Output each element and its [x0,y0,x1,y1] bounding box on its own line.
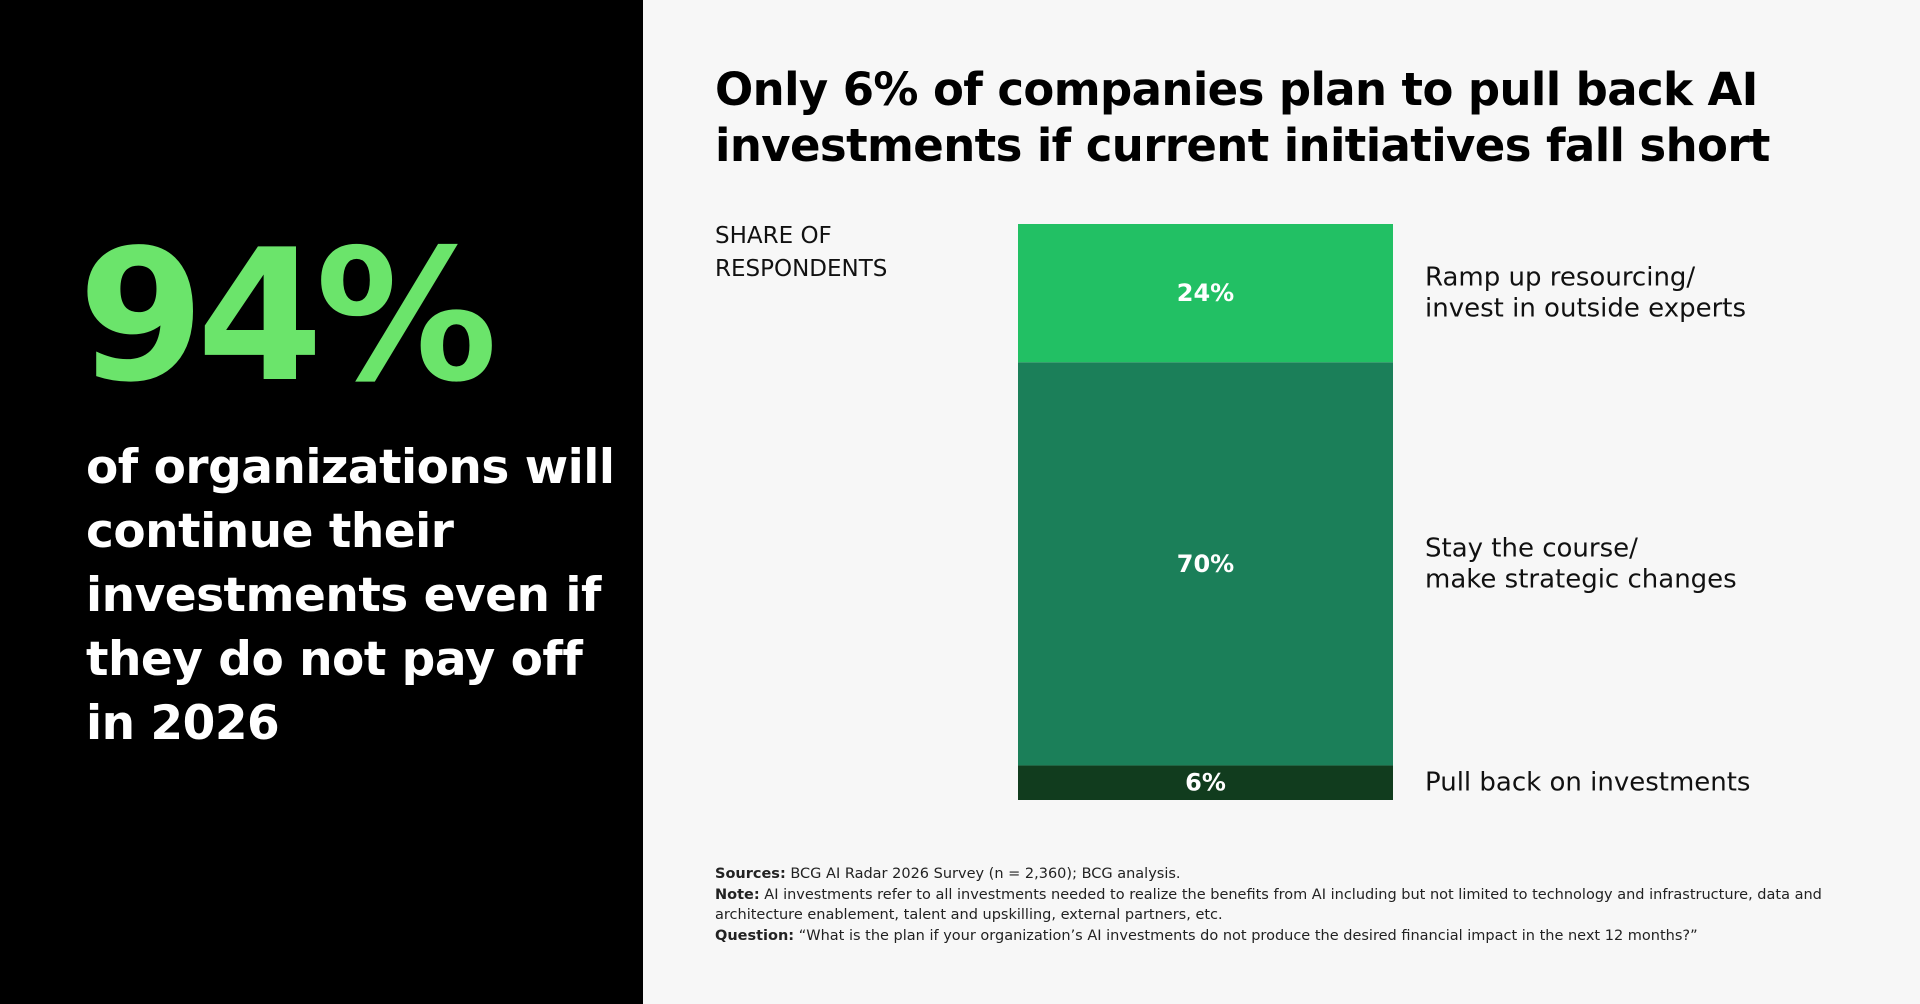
segment-category-label-1: Stay the course/make strategic changes [1425,533,1737,594]
sources-text: BCG AI Radar 2026 Survey (n = 2,360); BC… [785,866,1181,882]
stacked-bar-chart: 6% Pull back on investments 70% Stay the co… [1018,224,1750,800]
data-label-2: 24% [1177,279,1234,307]
bar-segment-0 [1018,765,1393,800]
bar-segment-1 [1018,362,1393,766]
note-label: Note: [715,886,760,903]
data-label-1: 70% [1177,550,1234,578]
data-label-0: 6% [1185,769,1226,797]
segment-category-label-0: Pull back on investments [1425,768,1750,798]
sources-label: Sources: [715,866,786,882]
bar-segment-2 [1018,224,1393,363]
sources-line: Sources: BCG AI Radar 2026 Survey (n = 2… [715,864,1835,885]
question-line: Question: “What is the plan if your orga… [715,926,1835,947]
note-line: Note: AI investments refer to all invest… [715,885,1835,926]
note-text: AI investments refer to all investments … [715,886,1822,924]
segment-category-label-2: Ramp up resourcing/invest in outside exp… [1425,263,1746,324]
chart-panel: Only 6% of companies plan to pull back A… [643,0,1920,1004]
y-axis-label: SHARE OF RESPONDENTS [715,223,888,282]
question-label: Question: [715,927,795,944]
big-stat-value: 94% [78,210,498,422]
footnotes: Sources: BCG AI Radar 2026 Survey (n = 2… [715,864,1835,946]
chart-title: Only 6% of companies plan to pull back A… [715,63,1770,172]
left-highlight-panel: 94% of organizations will continue their… [0,0,643,1004]
question-text: “What is the plan if your organization’s… [794,927,1698,944]
big-stat-statement: of organizations will continue their inv… [86,440,615,751]
